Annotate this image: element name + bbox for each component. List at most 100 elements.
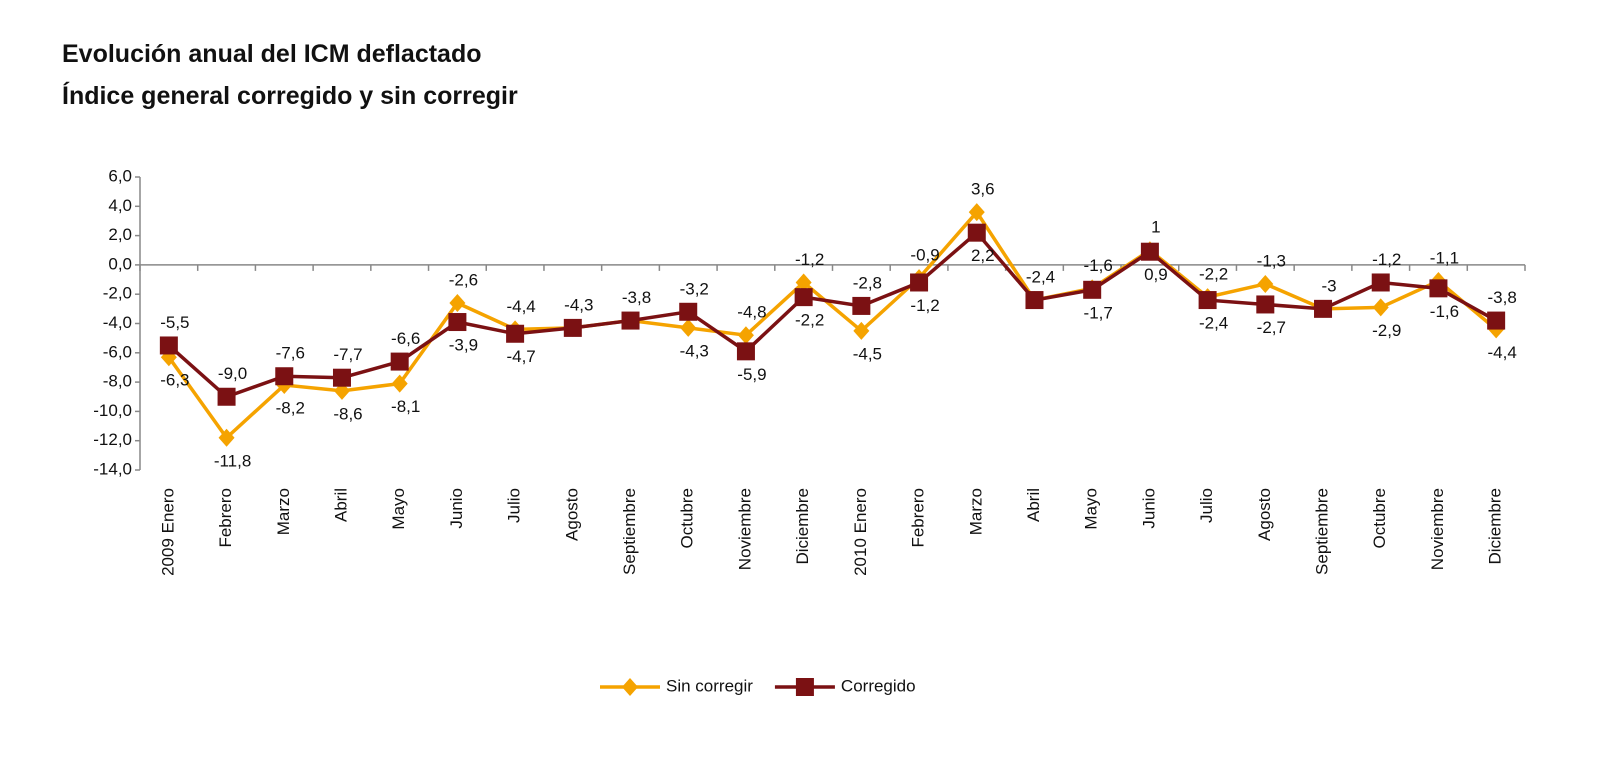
data-label: -6,3 [160,371,189,390]
data-point [217,387,236,406]
x-tick-label: Noviembre [1428,488,1447,570]
data-point [679,302,698,321]
x-tick-label: Septiembre [1313,488,1332,575]
x-tick-label: Noviembre [735,488,754,570]
data-label: -2,6 [449,270,478,289]
data-label: -4,4 [506,297,535,316]
data-point [968,203,985,222]
data-label: -7,6 [276,344,305,363]
data-label: -3,2 [680,279,709,298]
data-point [218,428,235,447]
data-point [332,368,351,387]
y-tick-label: -10,0 [93,401,132,420]
data-label: -1,6 [1430,302,1459,321]
data-point [1140,242,1159,261]
y-tick-label: 2,0 [108,225,132,244]
data-point [275,367,294,386]
data-point [853,321,870,340]
data-point [1371,273,1390,292]
data-point [391,374,408,393]
chart-subtitle: Índice general corregido y sin corregir [62,81,518,110]
data-point [1487,311,1506,330]
data-label: -1,6 [1084,256,1113,275]
data-label: -1,1 [1430,248,1459,267]
data-label: -9,0 [218,364,247,383]
data-point [1025,291,1044,310]
data-label: -8,6 [333,404,362,423]
data-label: -1,2 [1372,250,1401,269]
data-label: -1,2 [795,250,824,269]
x-tick-label: Diciembre [793,488,812,565]
data-label: -3 [1321,276,1336,295]
data-point [390,352,409,371]
data-point [1257,274,1274,293]
x-tick-label: Octubre [678,488,697,548]
data-point [1314,299,1333,318]
data-point [1372,298,1389,317]
data-point [621,311,640,330]
series-line [167,209,1498,441]
data-label: -1,2 [910,296,939,315]
data-point [449,293,466,312]
y-tick-label: 4,0 [108,196,132,215]
y-tick-label: -6,0 [103,342,132,361]
x-tick-label: Febrero [909,488,928,548]
data-label: -0,9 [910,246,939,265]
data-label: -7,7 [333,345,362,364]
legend-label: Corregido [841,676,916,695]
legend-label: Sin corregir [666,676,753,695]
data-label: -2,4 [1026,268,1055,287]
data-label: -2,2 [1199,265,1228,284]
y-tick-label: -14,0 [93,459,132,478]
x-tick-label: Septiembre [620,488,639,575]
y-tick-label: -4,0 [103,313,132,332]
data-point [563,318,582,337]
x-tick-label: Octubre [1370,488,1389,548]
data-label: 2,2 [971,246,995,265]
data-label: -8,1 [391,397,420,416]
data-label: -4,3 [680,341,709,360]
data-point [159,336,178,355]
data-label: -1,3 [1257,251,1286,270]
x-tick-label: Mayo [389,488,408,530]
data-point [680,318,697,337]
legend-marker [795,678,814,696]
data-label: 3,6 [971,180,995,199]
data-point [448,313,467,332]
data-point [1083,280,1102,299]
data-label: 0,9 [1144,265,1168,284]
data-label: -2,9 [1372,321,1401,340]
data-point [1429,279,1448,298]
data-label: -2,8 [853,273,882,292]
data-label: -4,4 [1487,343,1516,362]
data-point [910,273,929,292]
x-tick-label: 2009 Enero [158,488,177,576]
chart-title: Evolución anual del ICM deflactado [62,40,482,68]
data-label: -3,9 [449,336,478,355]
data-label: -8,2 [276,399,305,418]
data-label: -1,7 [1084,303,1113,322]
data-label: -4,5 [853,344,882,363]
x-tick-label: Abril [331,488,350,522]
x-tick-label: Julio [1197,488,1216,523]
y-tick-label: -12,0 [93,430,132,449]
data-point [506,324,525,343]
data-label: -5,5 [160,313,189,332]
data-label: -11,8 [214,451,252,470]
data-label: 1 [1151,218,1160,237]
data-point [967,223,986,242]
x-tick-label: 2010 Enero [851,488,870,576]
x-tick-label: Junio [447,488,466,529]
y-tick-label: -8,0 [103,372,132,391]
x-tick-label: Diciembre [1486,488,1505,565]
y-tick-label: 0,0 [108,254,132,273]
x-tick-label: Febrero [216,488,235,548]
data-label: -4,8 [737,303,766,322]
data-point [736,342,755,361]
data-label: -2,4 [1199,314,1228,333]
data-label: -6,6 [391,329,420,348]
data-label: -3,8 [622,288,651,307]
x-tick-label: Abril [1024,488,1043,522]
x-tick-label: Marzo [966,488,985,535]
